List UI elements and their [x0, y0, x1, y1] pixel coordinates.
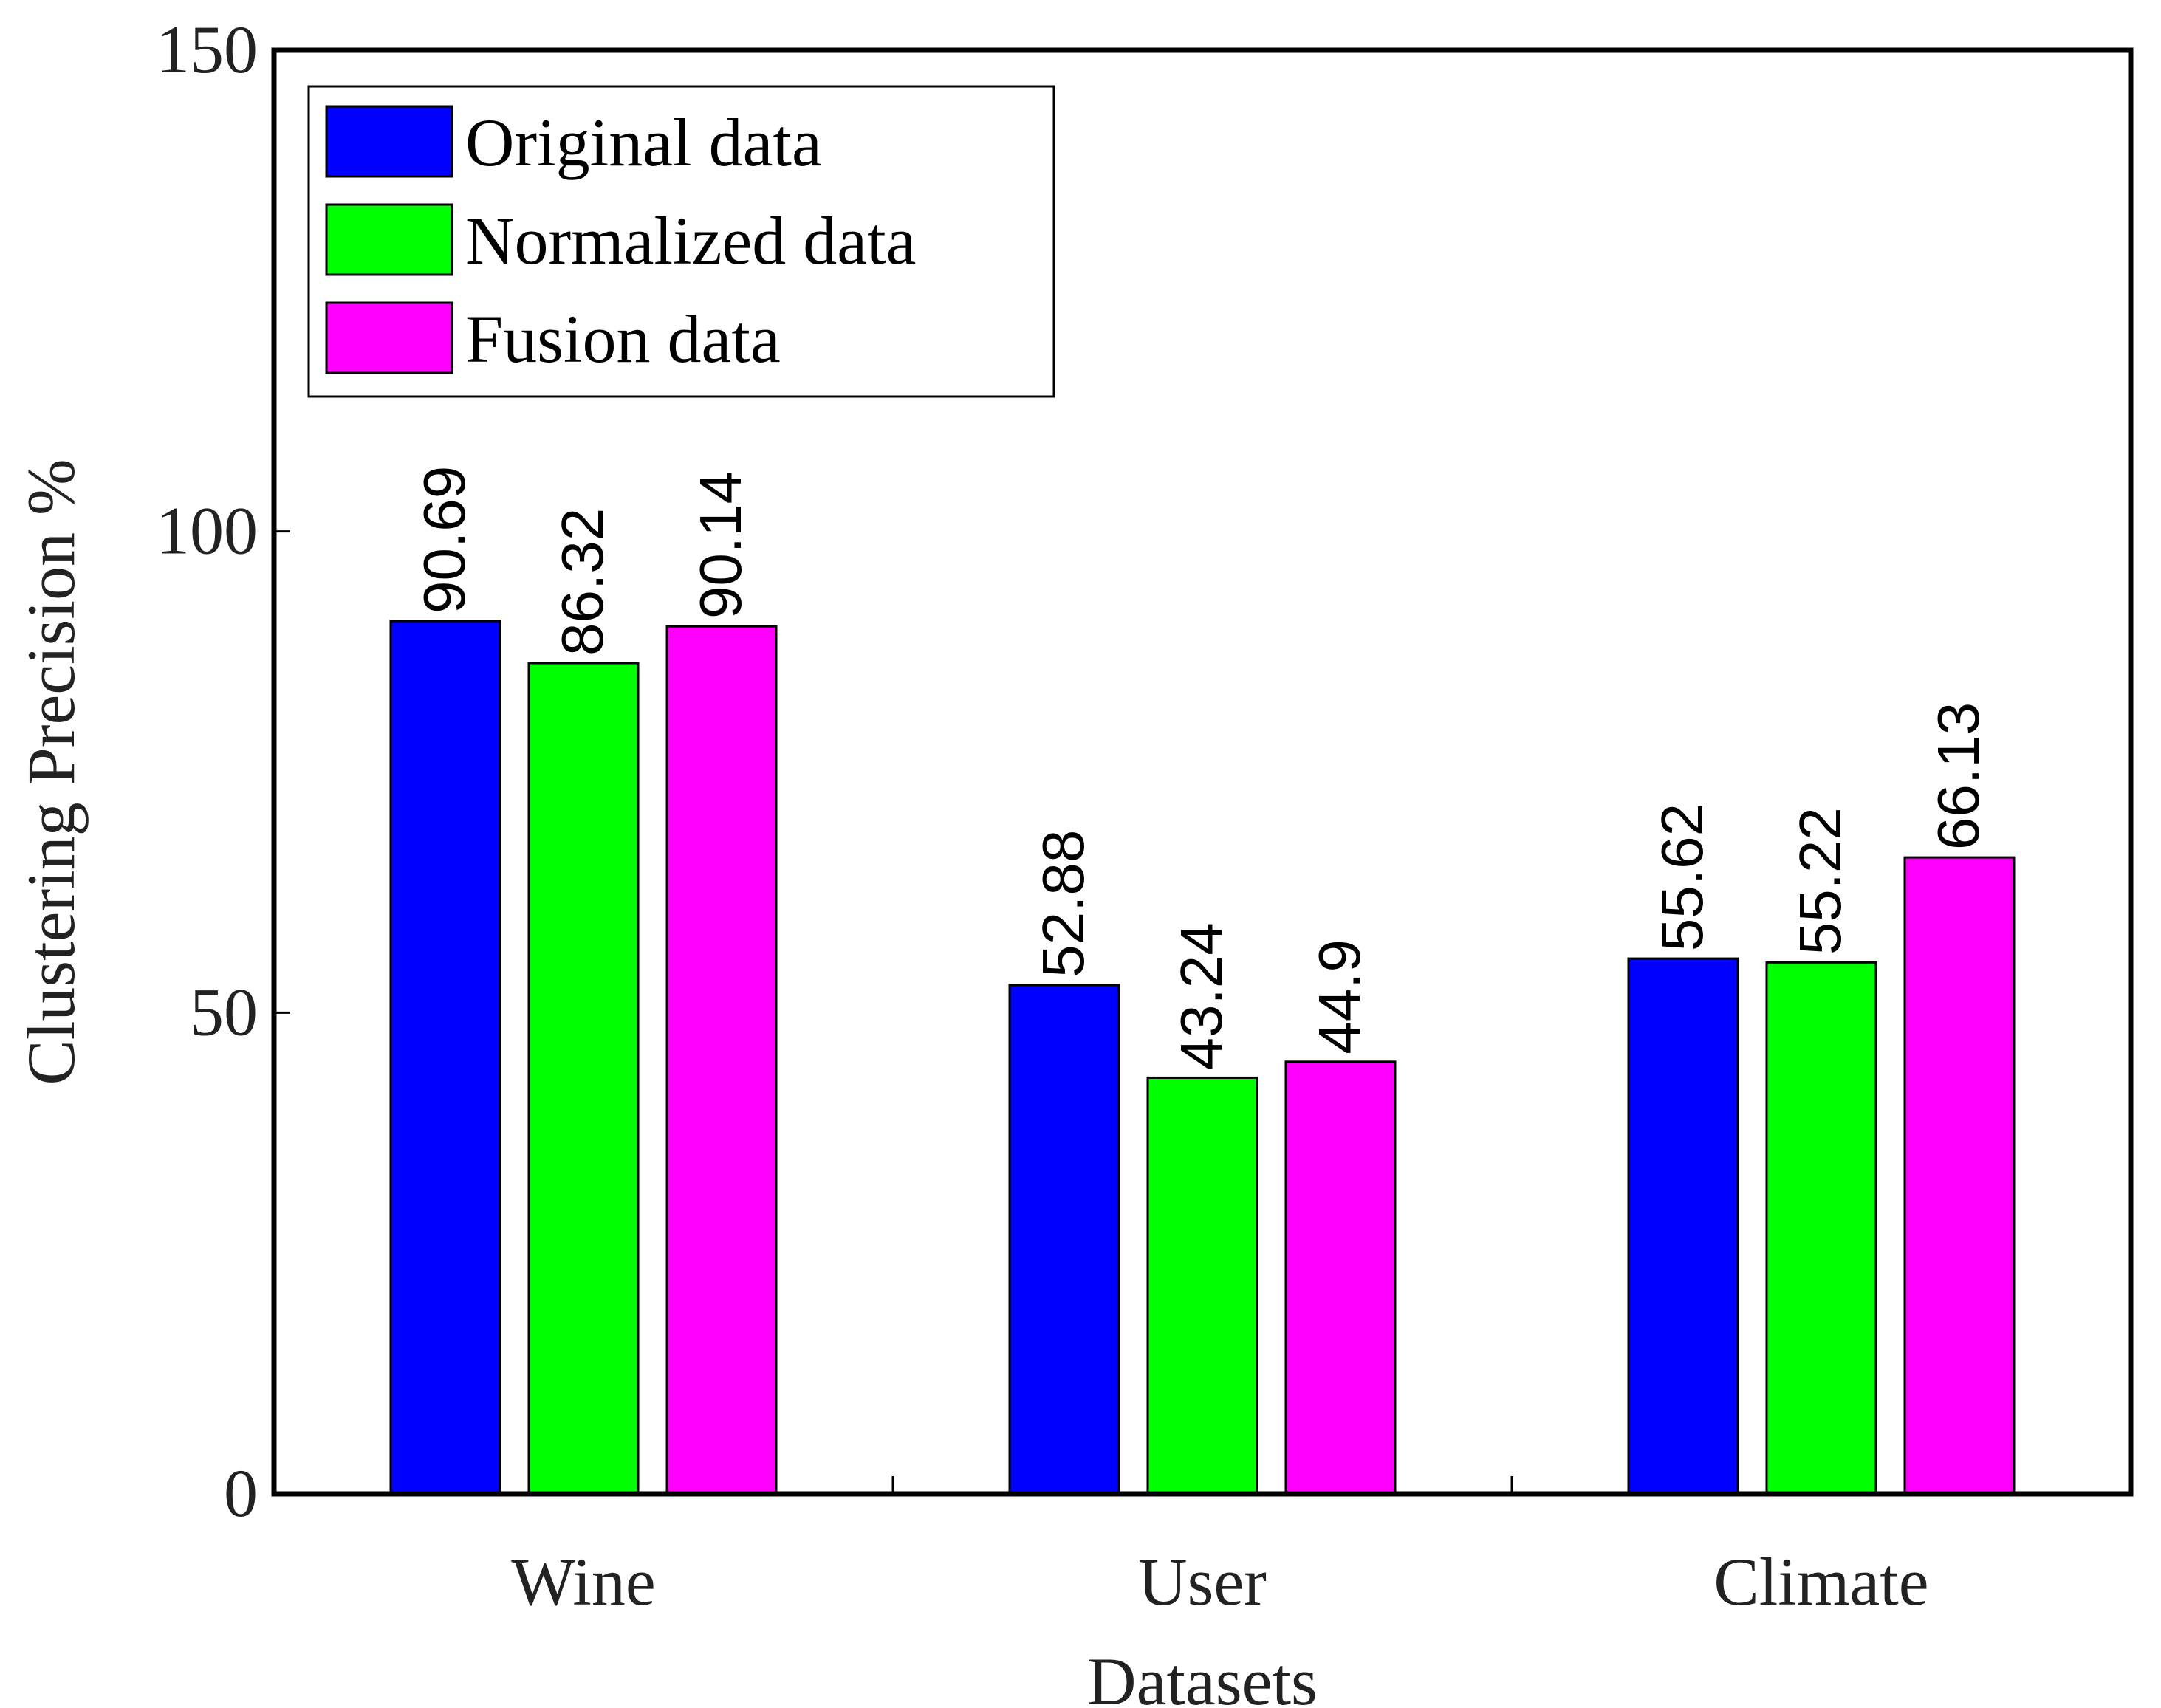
bar-normalized-data-wine: [527, 662, 640, 1495]
data-label: 66.13: [1925, 702, 1991, 850]
data-label: 55.62: [1649, 803, 1715, 951]
y-axis-title: Clustering Precision %: [13, 459, 89, 1085]
legend-label: Original data: [465, 105, 822, 180]
y-tick-label: 50: [190, 974, 258, 1049]
bar-original-data-wine: [389, 620, 501, 1495]
x-axis-title: Datasets: [1087, 1644, 1318, 1708]
legend-label: Fusion data: [465, 301, 781, 377]
bar-original-data-user: [1008, 984, 1120, 1495]
bar-fusion-data-climate: [1903, 856, 2016, 1495]
data-label: 43.24: [1168, 922, 1234, 1070]
legend-swatch-fusion-data: [325, 301, 453, 374]
axes-layer: 0 50 100 150 Wine User Climate: [156, 12, 2134, 1619]
legend: Original data Normalized data Fusion data: [307, 85, 1055, 398]
y-tick-label: 150: [156, 12, 258, 87]
x-tick-label: Climate: [1713, 1544, 1928, 1619]
x-tick-label: User: [1138, 1544, 1267, 1619]
x-tick-label: Wine: [511, 1544, 656, 1619]
data-labels-layer: 90.69 86.32 90.14 52.88 43.24 44.9 55.62 55.22 6…: [411, 466, 1991, 1071]
bar-normalized-data-climate: [1765, 961, 1877, 1495]
bar-fusion-data-user: [1284, 1060, 1397, 1495]
plot-frame: [271, 47, 2134, 1497]
bar-original-data-climate: [1627, 957, 1739, 1495]
data-label: 90.14: [688, 471, 753, 619]
y-tick-label: 100: [156, 493, 258, 569]
bars-layer: [389, 620, 2016, 1495]
data-label: 55.22: [1787, 807, 1853, 955]
bar-normalized-data-user: [1146, 1076, 1258, 1495]
legend-swatch-original-data: [325, 105, 453, 178]
data-label: 90.69: [411, 466, 477, 614]
data-label: 52.88: [1030, 830, 1096, 978]
bar-fusion-data-wine: [665, 625, 778, 1495]
legend-swatch-normalized-data: [325, 203, 453, 276]
legend-label: Normalized data: [465, 203, 917, 278]
data-label: 86.32: [549, 508, 615, 656]
y-tick-label: 0: [224, 1455, 258, 1531]
data-label: 44.9: [1306, 939, 1372, 1054]
